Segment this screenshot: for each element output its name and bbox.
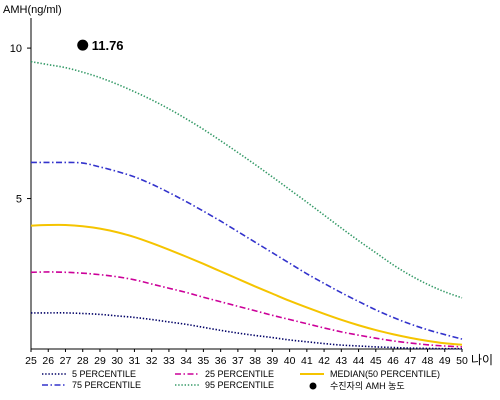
x-tick-label: 29 <box>94 355 106 367</box>
series-line-0 <box>31 312 463 350</box>
x-tick-label: 44 <box>353 355 365 367</box>
x-tick-label: 36 <box>215 355 227 367</box>
patient-value-label: 11.76 <box>92 38 124 53</box>
legend: 5 PERCENTILE 25 PERCENTILE MEDIAN(50 PERCE… <box>42 369 440 391</box>
x-tick-label: 46 <box>387 355 399 367</box>
x-tick-label: 33 <box>163 355 175 367</box>
x-tick-label: 35 <box>198 355 210 367</box>
x-tick-label: 25 <box>25 355 37 367</box>
x-tick-label: 45 <box>370 355 382 367</box>
x-tick-label: 42 <box>318 355 330 367</box>
y-axis-label: AMH(ng/ml) <box>3 4 62 16</box>
x-tick-label: 39 <box>267 355 279 367</box>
x-tick-label: 31 <box>129 355 141 367</box>
x-tick-label: 48 <box>422 355 434 367</box>
x-tick-label: 38 <box>249 355 261 367</box>
x-axis-label: 나이 <box>471 353 493 367</box>
series-line-2 <box>30 223 463 346</box>
y-tick-label: 10 <box>10 43 22 55</box>
legend-label: 수진자의 AMH 농도 <box>330 381 405 391</box>
patient-marker: 11.76 <box>77 38 124 53</box>
series-lines <box>30 60 463 350</box>
x-tick-label: 30 <box>111 355 123 367</box>
x-tick-label: 49 <box>439 355 451 367</box>
x-tick-label: 34 <box>180 355 192 367</box>
legend-label: 75 PERCENTILE <box>72 380 141 390</box>
x-tick-label: 37 <box>232 355 244 367</box>
x-tick-label: 40 <box>284 355 296 367</box>
x-ticks: 25 26 27 28 29 30 31 32 33 34 35 36 37 38 39 40 41 42 43 44… <box>25 349 468 367</box>
y-ticks: 5 10 <box>10 43 31 206</box>
series-line-3 <box>30 161 463 340</box>
legend-label: 95 PERCENTILE <box>205 380 274 390</box>
y-tick-label: 5 <box>16 194 22 206</box>
patient-point <box>77 39 89 51</box>
axes <box>30 18 462 350</box>
x-tick-label: 43 <box>335 355 347 367</box>
legend-label: 25 PERCENTILE <box>205 369 274 379</box>
x-tick-label: 50 <box>456 355 468 367</box>
x-tick-label: 32 <box>146 355 158 367</box>
x-tick-label: 26 <box>42 355 54 367</box>
x-tick-label: 41 <box>301 355 313 367</box>
legend-label: 5 PERCENTILE <box>72 369 136 379</box>
series-line-1 <box>30 271 463 348</box>
legend-label: MEDIAN(50 PERCENTILE) <box>330 369 440 379</box>
series-line-4 <box>30 60 463 299</box>
x-tick-label: 28 <box>77 355 89 367</box>
x-tick-label: 47 <box>404 355 416 367</box>
legend-marker-swatch <box>309 382 317 390</box>
x-tick-label: 27 <box>60 355 72 367</box>
